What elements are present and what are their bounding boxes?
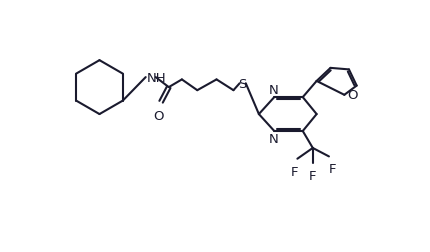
Text: NH: NH: [147, 71, 166, 84]
Text: O: O: [347, 89, 358, 102]
Text: S: S: [239, 77, 247, 90]
Text: N: N: [269, 84, 278, 97]
Text: F: F: [291, 165, 298, 178]
Text: F: F: [328, 162, 336, 175]
Text: N: N: [269, 132, 278, 145]
Text: F: F: [309, 170, 316, 183]
Text: O: O: [154, 110, 164, 123]
